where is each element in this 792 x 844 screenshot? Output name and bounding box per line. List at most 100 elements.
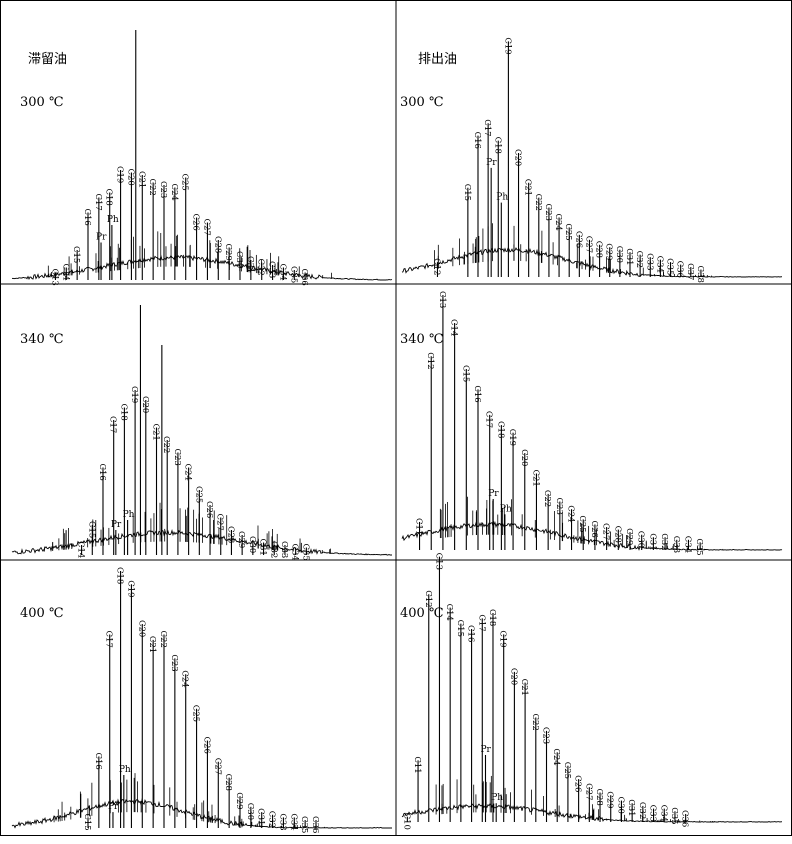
peak-label: C15 xyxy=(455,620,465,637)
peak-label: C29 xyxy=(223,244,233,261)
peak-label: C32 xyxy=(637,802,647,819)
peak-label: C22 xyxy=(530,713,540,730)
peak-label: C34 xyxy=(682,536,692,553)
peak-label: C16 xyxy=(466,625,476,642)
peak-label: C36 xyxy=(680,810,690,827)
peak-label: C35 xyxy=(694,538,704,555)
peak-label: C15 xyxy=(462,184,472,201)
peak-label: C30 xyxy=(614,246,624,263)
peak-label: C24 xyxy=(553,213,563,230)
peak-label: C28 xyxy=(223,774,233,791)
peak-label: C29 xyxy=(604,243,614,260)
peak-label: C26 xyxy=(201,737,211,754)
chromatogram-trace xyxy=(401,521,783,551)
peak-label: C28 xyxy=(594,241,604,258)
peak-label: C14 xyxy=(444,604,454,621)
peak-label: C12 xyxy=(431,258,441,275)
peak-label: C18 xyxy=(487,609,497,626)
biomarker-label: Ph xyxy=(123,510,135,520)
panel-label: 340 ℃ xyxy=(20,332,64,347)
peak-label: C20 xyxy=(508,668,518,685)
peak-label: C15 xyxy=(82,813,92,830)
peak-label: C28 xyxy=(225,526,235,543)
peak-label: C27 xyxy=(201,219,211,236)
peak-label: C29 xyxy=(236,531,246,548)
peak-label: C25 xyxy=(180,174,190,191)
peak-label: C22 xyxy=(533,194,543,211)
peak-label: C24 xyxy=(566,505,576,522)
peak-label: C34 xyxy=(658,805,668,822)
biomarker-label: Pr xyxy=(486,158,497,168)
panel-label: 300 ℃ xyxy=(20,95,64,110)
peak-label: C17 xyxy=(476,614,486,631)
peak-label: C14 xyxy=(76,541,86,558)
peak-label: C30 xyxy=(615,797,625,814)
peak-label: C25 xyxy=(193,486,203,503)
peak-label: C16 xyxy=(472,385,482,402)
peak-label: C16 xyxy=(93,752,103,769)
column-title-expelled: 排出油 xyxy=(418,52,457,67)
biomarker-label: Ph xyxy=(119,765,131,775)
peak-label: C37 xyxy=(685,263,695,280)
peak-label: C26 xyxy=(573,775,583,792)
peak-label: C14 xyxy=(449,319,459,336)
peak-label: C20 xyxy=(125,169,135,186)
peak-label: C28 xyxy=(594,789,604,806)
peak-label: C18 xyxy=(492,137,502,154)
biomarker-label: Pr xyxy=(96,233,107,243)
peak-label: C35 xyxy=(669,807,679,824)
peak-label: C13 xyxy=(437,291,447,308)
peak-label: C33 xyxy=(267,261,277,278)
peak-label: C15 xyxy=(71,246,81,263)
peak-label: C33 xyxy=(277,813,287,830)
peak-label: C24 xyxy=(551,748,561,765)
peak-label: C28 xyxy=(612,526,622,543)
peak-label: C26 xyxy=(204,501,214,518)
peak-label: C26 xyxy=(589,521,599,538)
peak-label: C19 xyxy=(125,580,135,597)
peak-label: C15 xyxy=(460,365,470,382)
chromatogram-trace xyxy=(11,254,393,281)
peak-label: C20 xyxy=(136,620,146,637)
peak-label: C27 xyxy=(601,523,611,540)
peak-label: C27 xyxy=(212,758,222,775)
peak-label: C18 xyxy=(118,404,128,421)
peak-label: C20 xyxy=(519,449,529,466)
peak-label: C23 xyxy=(169,654,179,671)
peak-label: C32 xyxy=(267,811,277,828)
peak-label: C36 xyxy=(299,269,309,286)
peak-label: C35 xyxy=(300,544,310,561)
peak-label: C23 xyxy=(541,727,551,744)
peak-label: C33 xyxy=(279,541,289,558)
peak-label: C24 xyxy=(180,670,190,687)
peak-label: C21 xyxy=(530,470,540,487)
peak-label: C19 xyxy=(498,630,508,647)
peak-label: C13 xyxy=(433,553,443,570)
peak-label: C22 xyxy=(161,436,171,453)
peak-label: C15 xyxy=(86,521,96,538)
biomarker-label: Ph xyxy=(500,504,512,514)
peak-label: C35 xyxy=(665,258,675,275)
peak-label: C21 xyxy=(136,171,146,188)
peak-label: C27 xyxy=(215,514,225,531)
peak-label: C27 xyxy=(583,236,593,253)
peak-label: C19 xyxy=(129,386,139,403)
peak-label: C24 xyxy=(183,464,193,481)
peak-label: C34 xyxy=(288,813,298,830)
peak-label: C19 xyxy=(502,37,512,54)
peak-label: C31 xyxy=(647,533,657,550)
peak-label: C12 xyxy=(423,590,433,607)
peak-label: C28 xyxy=(212,236,222,253)
biomarker-label: Pr xyxy=(108,802,119,812)
chromatogram-trace xyxy=(401,247,783,278)
peak-label: C31 xyxy=(258,539,268,556)
peak-label: C33 xyxy=(644,253,654,270)
biomarker-label: Pr xyxy=(111,520,122,530)
peak-label: C16 xyxy=(82,209,92,226)
peak-label: C24 xyxy=(169,184,179,201)
peak-label: C30 xyxy=(636,531,646,548)
peak-label: C35 xyxy=(299,816,309,833)
